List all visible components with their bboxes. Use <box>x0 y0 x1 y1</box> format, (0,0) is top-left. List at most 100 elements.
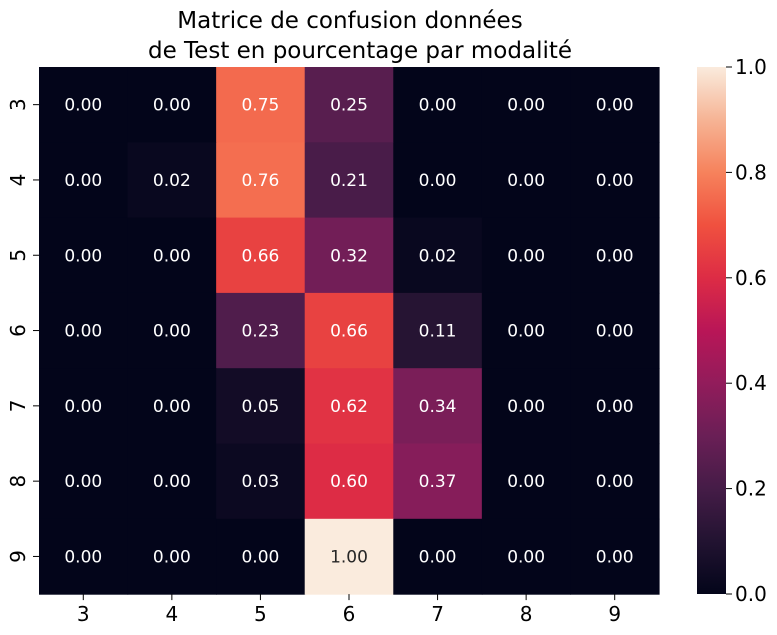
cell-value-label: 0.00 <box>507 472 545 492</box>
cell-value-label: 0.00 <box>507 397 545 417</box>
cell-value-label: 0.00 <box>153 322 191 342</box>
colorbar-axis: 0.0 0.2 0.4 0.6 0.8 1.0 <box>726 55 767 606</box>
cell-value-label: 0.32 <box>330 246 368 266</box>
colorbar-tick-label: 0.4 <box>735 371 767 395</box>
heatmap-cells: 0.00 0.00 0.75 0.25 0.00 0.00 0.00 0.00 0.02 0.76… <box>39 67 660 595</box>
heatmap-cell <box>481 142 572 219</box>
colorbar-tick-label: 0.8 <box>735 160 767 184</box>
heatmap-cell <box>127 217 217 294</box>
heatmap-cell <box>216 368 306 445</box>
heatmap-cell <box>570 217 660 294</box>
x-tick-label: 3 <box>77 602 90 626</box>
cell-value-label: 0.00 <box>596 547 634 567</box>
x-tick-label: 6 <box>343 602 356 626</box>
colorbar-tick-label: 0.6 <box>735 266 767 290</box>
cell-value-label: 0.00 <box>153 246 191 266</box>
cell-value-label: 0.02 <box>153 171 191 191</box>
heatmap-cell <box>39 368 129 445</box>
y-tick-label: 4 <box>6 174 30 187</box>
heatmap-cell <box>481 368 572 445</box>
x-axis: 3 4 5 6 7 8 9 <box>77 594 621 626</box>
heatmap-cell <box>393 292 483 369</box>
cell-value-label: 0.00 <box>419 96 457 116</box>
x-tick-label: 4 <box>165 602 178 626</box>
cell-value-label: 0.00 <box>419 171 457 191</box>
cell-value-label: 0.00 <box>596 246 634 266</box>
heatmap-cell <box>39 292 129 369</box>
cell-value-label: 0.00 <box>419 547 457 567</box>
cell-value-label: 0.60 <box>330 472 368 492</box>
cell-value-label: 0.02 <box>419 246 457 266</box>
heatmap-cell <box>216 443 306 520</box>
heatmap-cell <box>304 443 394 520</box>
cell-value-label: 0.00 <box>596 171 634 191</box>
heatmap-cell <box>393 67 483 143</box>
heatmap-cell <box>39 518 129 595</box>
cell-value-label: 0.00 <box>507 171 545 191</box>
cell-value-label: 0.00 <box>596 472 634 492</box>
heatmap-cell <box>304 217 394 294</box>
heatmap-cell <box>304 292 394 369</box>
x-tick-label: 9 <box>608 602 621 626</box>
x-tick-label: 7 <box>431 602 444 626</box>
cell-value-label: 0.21 <box>330 171 368 191</box>
cell-value-label: 0.00 <box>64 246 102 266</box>
heatmap-cell <box>304 368 394 445</box>
y-tick-label: 3 <box>6 98 30 111</box>
cell-value-label: 0.00 <box>596 96 634 116</box>
heatmap-cell <box>127 518 217 595</box>
cell-value-label: 1.00 <box>330 547 368 567</box>
heatmap-cell <box>393 142 483 219</box>
heatmap-cell <box>216 217 306 294</box>
heatmap-cell <box>570 443 660 520</box>
y-tick-label: 9 <box>6 550 30 563</box>
colorbar-tick-label: 0.0 <box>735 582 767 606</box>
heatmap-cell <box>304 142 394 219</box>
cell-value-label: 0.66 <box>330 322 368 342</box>
heatmap-cell <box>481 518 572 595</box>
heatmap-cell <box>127 67 217 143</box>
heatmap-cell <box>216 67 306 143</box>
heatmap-cell <box>127 142 217 219</box>
cell-value-label: 0.03 <box>241 472 279 492</box>
cell-value-label: 0.05 <box>241 397 279 417</box>
cell-value-label: 0.23 <box>241 322 279 342</box>
heatmap-cell <box>570 518 660 595</box>
cell-value-label: 0.00 <box>153 96 191 116</box>
heatmap-cell <box>481 217 572 294</box>
cell-value-label: 0.00 <box>64 547 102 567</box>
heatmap-cell <box>393 217 483 294</box>
y-tick-label: 6 <box>6 324 30 337</box>
heatmap-cell <box>216 142 306 219</box>
heatmap-cell <box>570 292 660 369</box>
y-axis: 3 4 5 6 7 8 9 <box>6 98 39 563</box>
cell-value-label: 0.00 <box>507 322 545 342</box>
heatmap-cell <box>570 142 660 219</box>
cell-value-label: 0.34 <box>419 397 457 417</box>
x-tick-label: 5 <box>254 602 267 626</box>
heatmap-cell <box>304 67 394 143</box>
heatmap-cell <box>481 443 572 520</box>
cell-value-label: 0.00 <box>64 472 102 492</box>
heatmap-cell <box>393 518 483 595</box>
heatmap-cell <box>127 443 217 520</box>
heatmap-cell <box>39 443 129 520</box>
heatmap-cell <box>127 292 217 369</box>
y-tick-label: 7 <box>6 399 30 412</box>
cell-value-label: 0.00 <box>153 397 191 417</box>
cell-value-label: 0.76 <box>241 171 279 191</box>
cell-value-label: 0.00 <box>507 246 545 266</box>
heatmap-cell <box>570 67 660 143</box>
cell-value-label: 0.00 <box>64 397 102 417</box>
heatmap-cell <box>481 292 572 369</box>
heatmap-cell <box>39 142 129 219</box>
heatmap-cell <box>570 368 660 445</box>
cell-value-label: 0.62 <box>330 397 368 417</box>
heatmap-cell <box>216 518 306 595</box>
cell-value-label: 0.11 <box>419 322 457 342</box>
heatmap-cell <box>39 67 129 143</box>
heatmap-cell <box>393 368 483 445</box>
cell-value-label: 0.00 <box>596 322 634 342</box>
cell-value-label: 0.25 <box>330 96 368 116</box>
colorbar-tick-label: 0.2 <box>735 477 767 501</box>
